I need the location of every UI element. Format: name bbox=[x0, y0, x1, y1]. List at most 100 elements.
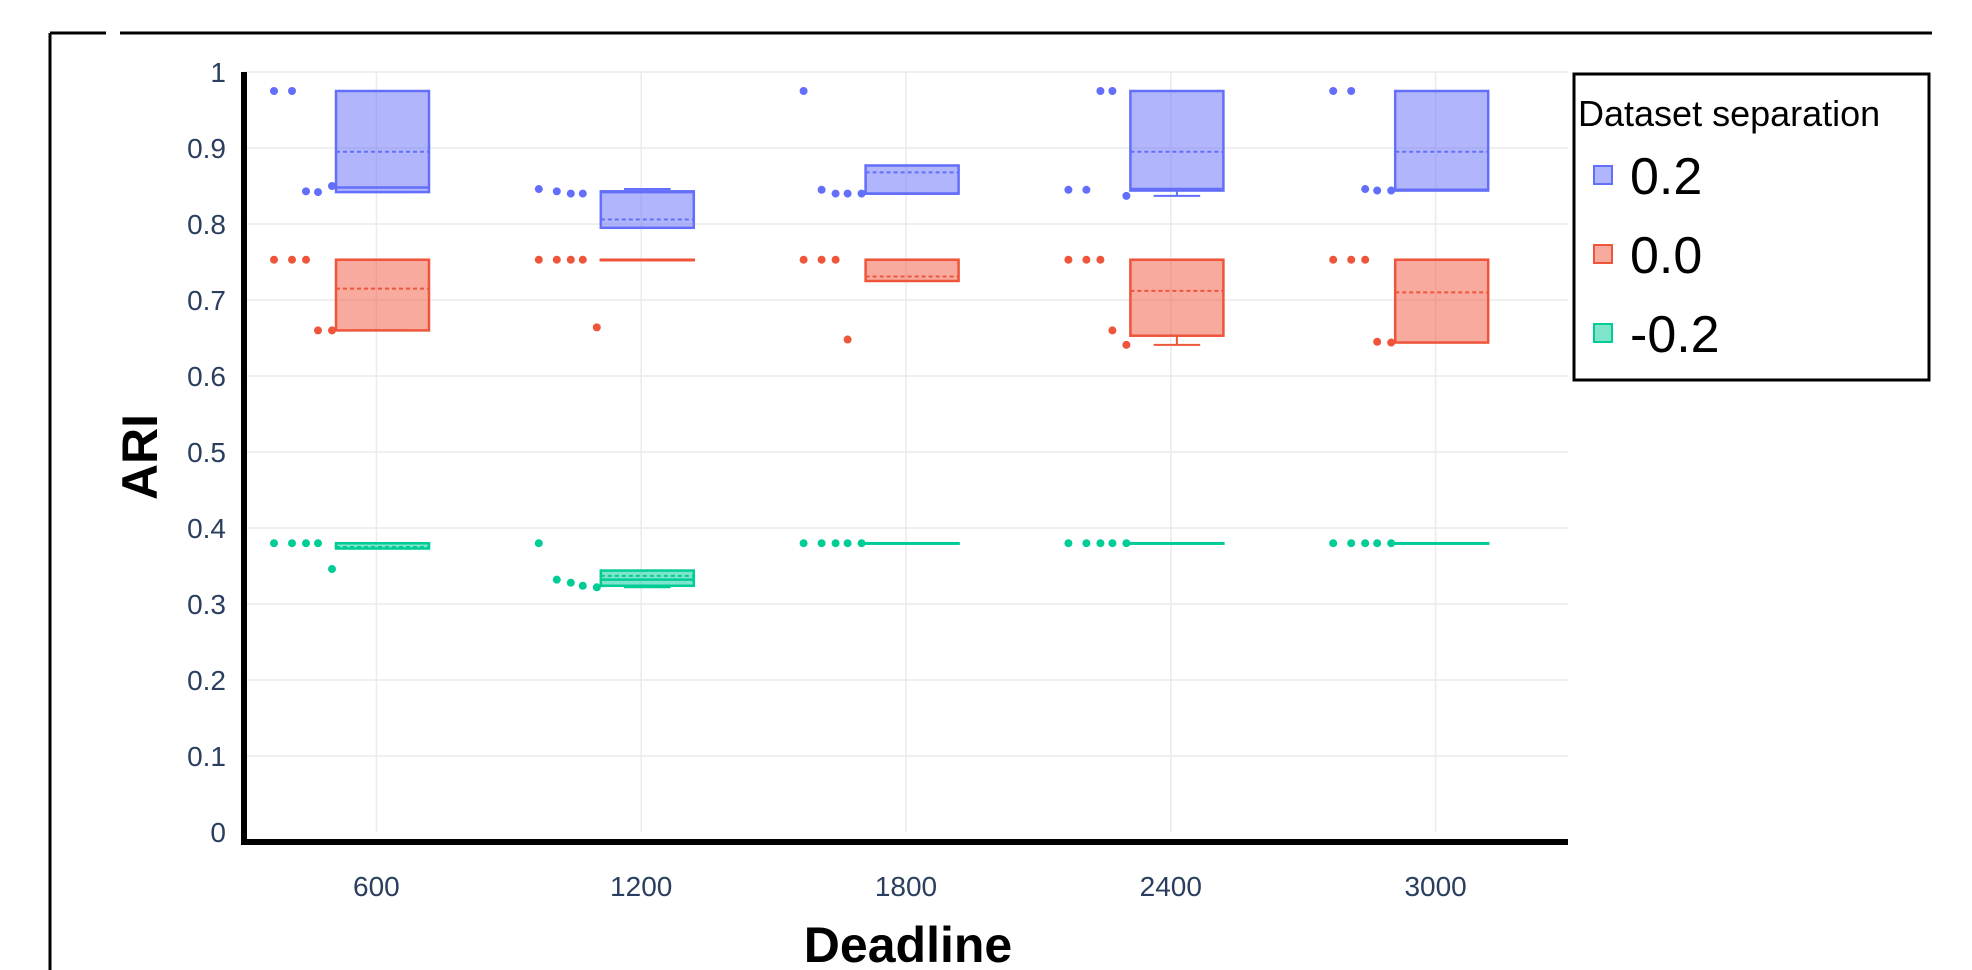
legend-label: 0.2 bbox=[1630, 148, 1702, 206]
x-axis-title: Deadline bbox=[804, 917, 1012, 970]
x-tick-label: 600 bbox=[353, 871, 400, 902]
box bbox=[1130, 91, 1223, 191]
data-point bbox=[1361, 539, 1369, 547]
data-point bbox=[535, 185, 543, 193]
data-point bbox=[288, 539, 296, 547]
data-point bbox=[1347, 87, 1355, 95]
x-tick-label: 3000 bbox=[1404, 871, 1466, 902]
data-point bbox=[328, 565, 336, 573]
data-point bbox=[579, 582, 587, 590]
data-point bbox=[270, 87, 278, 95]
data-point bbox=[1361, 256, 1369, 264]
data-point bbox=[314, 326, 322, 334]
y-tick-label: 1 bbox=[210, 57, 226, 88]
y-axis-title: ARI bbox=[112, 414, 168, 500]
data-point bbox=[1373, 539, 1381, 547]
y-tick-label: 0.6 bbox=[187, 361, 226, 392]
legend-title: Dataset separation bbox=[1578, 93, 1880, 134]
y-tick-label: 0.2 bbox=[187, 665, 226, 696]
data-point bbox=[1387, 339, 1395, 347]
box bbox=[1130, 260, 1223, 336]
data-point bbox=[1373, 187, 1381, 195]
data-point bbox=[844, 190, 852, 198]
box bbox=[1395, 260, 1488, 343]
y-tick-label: 0.4 bbox=[187, 513, 226, 544]
data-point bbox=[844, 539, 852, 547]
y-tick-labels: 0 0.1 0.2 0.3 0.4 0.5 0.6 0.7 0.8 0.9 1 bbox=[187, 57, 226, 848]
data-point bbox=[1122, 341, 1130, 349]
x-tick-labels: 600 1200 1800 2400 3000 bbox=[353, 871, 1467, 902]
data-point bbox=[818, 186, 826, 194]
data-point bbox=[1347, 539, 1355, 547]
data-point bbox=[328, 182, 336, 190]
y-tick-label: 0.3 bbox=[187, 589, 226, 620]
data-point bbox=[314, 539, 322, 547]
box bbox=[866, 165, 959, 193]
data-point bbox=[832, 539, 840, 547]
y-tick-label: 0.9 bbox=[187, 133, 226, 164]
data-point bbox=[579, 190, 587, 198]
data-point bbox=[1064, 186, 1072, 194]
data-point bbox=[1387, 187, 1395, 195]
legend-label: 0.0 bbox=[1630, 227, 1702, 285]
data-point bbox=[832, 256, 840, 264]
data-point bbox=[1082, 186, 1090, 194]
data-point bbox=[832, 190, 840, 198]
data-point bbox=[1361, 185, 1369, 193]
data-point bbox=[800, 87, 808, 95]
data-point bbox=[818, 539, 826, 547]
box bbox=[1395, 91, 1488, 191]
data-point bbox=[270, 256, 278, 264]
box bbox=[336, 91, 429, 192]
data-point bbox=[1082, 256, 1090, 264]
y-tick-label: 0.7 bbox=[187, 285, 226, 316]
data-point bbox=[1096, 87, 1104, 95]
x-tick-label: 2400 bbox=[1140, 871, 1202, 902]
x-tick-label: 1800 bbox=[875, 871, 937, 902]
data-point bbox=[288, 87, 296, 95]
data-point bbox=[858, 190, 866, 198]
data-point bbox=[579, 256, 587, 264]
data-point bbox=[593, 583, 601, 591]
data-point bbox=[1108, 87, 1116, 95]
data-point bbox=[1096, 256, 1104, 264]
data-point bbox=[1122, 192, 1130, 200]
legend-swatch bbox=[1594, 245, 1612, 263]
data-point bbox=[593, 323, 601, 331]
legend-swatch bbox=[1594, 324, 1612, 342]
data-point bbox=[1108, 539, 1116, 547]
data-point bbox=[553, 187, 561, 195]
data-point bbox=[288, 256, 296, 264]
data-point bbox=[800, 256, 808, 264]
data-point bbox=[1096, 539, 1104, 547]
legend: Dataset separation 0.2 0.0 -0.2 bbox=[1574, 74, 1929, 380]
data-point bbox=[1347, 256, 1355, 264]
data-point bbox=[818, 256, 826, 264]
data-point bbox=[567, 579, 575, 587]
data-point bbox=[553, 256, 561, 264]
data-point bbox=[328, 326, 336, 334]
data-point bbox=[1387, 539, 1395, 547]
data-point bbox=[302, 256, 310, 264]
data-point bbox=[800, 539, 808, 547]
series-3 bbox=[270, 539, 1488, 591]
data-point bbox=[314, 188, 322, 196]
data-point bbox=[1329, 539, 1337, 547]
data-point bbox=[535, 256, 543, 264]
series-2 bbox=[270, 256, 1488, 349]
data-point bbox=[844, 336, 852, 344]
box-series bbox=[270, 87, 1488, 591]
data-point bbox=[1108, 326, 1116, 334]
data-point bbox=[1082, 539, 1090, 547]
data-point bbox=[535, 539, 543, 547]
data-point bbox=[1329, 256, 1337, 264]
x-tick-label: 1200 bbox=[610, 871, 672, 902]
data-point bbox=[1122, 539, 1130, 547]
box bbox=[601, 191, 694, 227]
y-tick-label: 0 bbox=[210, 817, 226, 848]
data-point bbox=[858, 539, 866, 547]
data-point bbox=[1064, 256, 1072, 264]
box bbox=[336, 260, 429, 331]
data-point bbox=[567, 256, 575, 264]
